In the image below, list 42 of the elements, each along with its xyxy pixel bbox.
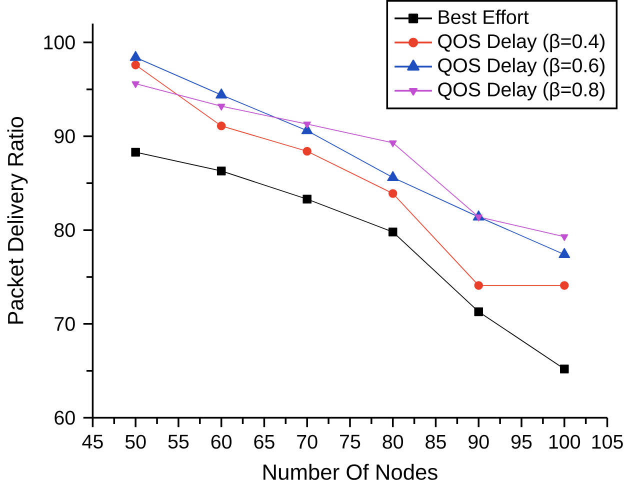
point <box>131 60 140 70</box>
x-tick-label: 65 <box>254 434 274 449</box>
y-tick-label: 70 <box>54 316 75 331</box>
legend-label: QOS Delay (β=0.6) <box>438 58 604 76</box>
legend-label: QOS Delay (β=0.8) <box>438 82 604 100</box>
x-tick-label: 50 <box>125 434 146 449</box>
point <box>131 148 140 156</box>
y-axis-title: Packet Delivery Ratio <box>7 116 28 324</box>
point <box>560 364 569 374</box>
point <box>474 280 483 290</box>
point <box>474 214 482 222</box>
point <box>474 307 483 316</box>
y-tick-label: 90 <box>54 129 75 144</box>
x-tick-label: 105 <box>592 434 623 449</box>
y-tick-label: 80 <box>54 223 75 237</box>
x-tick-label: 80 <box>382 434 404 449</box>
point <box>388 189 398 198</box>
y-tick-label: 60 <box>54 410 75 425</box>
point <box>560 280 569 290</box>
point <box>302 146 312 156</box>
x-tick-label: 100 <box>549 434 580 449</box>
point <box>216 166 226 176</box>
point <box>388 227 398 236</box>
y-tick-label: 100 <box>44 35 75 50</box>
point <box>217 104 226 111</box>
point <box>302 194 312 204</box>
x-tick-label: 55 <box>168 434 189 449</box>
point <box>303 122 311 128</box>
point <box>132 81 140 88</box>
x-tick-label: 75 <box>340 434 360 449</box>
point <box>389 140 397 148</box>
x-tick-label: 95 <box>511 434 532 449</box>
point <box>560 234 568 241</box>
x-tick-label: 70 <box>297 434 318 449</box>
x-axis-title: Number Of Nodes <box>264 464 438 480</box>
x-tick-label: 90 <box>468 434 489 449</box>
legend-label: QOS Delay (β=0.4) <box>438 34 604 52</box>
x-tick-label: 85 <box>426 434 446 449</box>
point <box>216 121 226 130</box>
legend-label: Best Effort <box>438 10 529 24</box>
x-tick-label: 45 <box>82 434 103 449</box>
x-tick-label: 60 <box>211 434 232 449</box>
